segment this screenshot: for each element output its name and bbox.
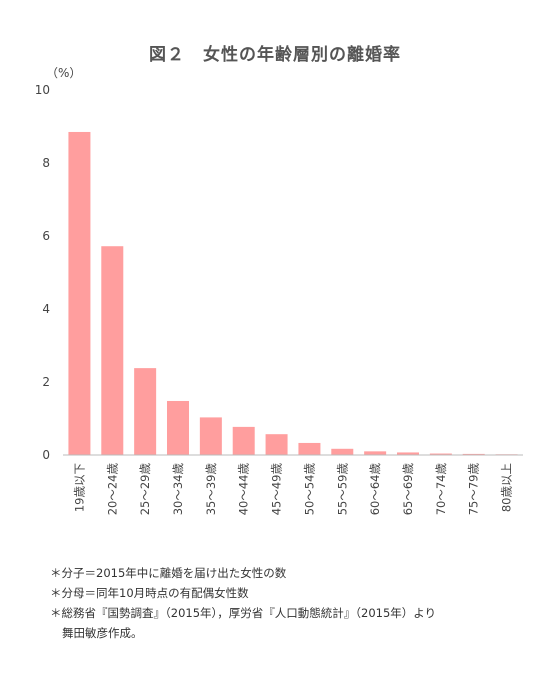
bar-2 xyxy=(134,368,157,455)
chart-title: 図２ 女性の年齢層別の離婚率 xyxy=(149,45,401,65)
x-tick-label: 60～64歳 xyxy=(368,463,382,516)
x-tick-label: 45～49歳 xyxy=(270,463,284,516)
note-numerator: ＊分子＝2015年中に離婚を届け出た女性の数 xyxy=(50,566,287,580)
bar-5 xyxy=(232,426,255,455)
x-tick-label: 55～59歳 xyxy=(335,463,349,516)
bar-6 xyxy=(265,434,288,455)
y-unit-label: （%） xyxy=(46,66,81,80)
bar-8 xyxy=(331,448,354,455)
y-tick-label: 8 xyxy=(42,156,50,170)
bar-0 xyxy=(68,131,91,455)
x-tick-label: 65～69歳 xyxy=(401,463,415,516)
bar-7 xyxy=(298,442,321,455)
bar-4 xyxy=(199,417,222,455)
bar-chart: （%） 0 2 4 6 8 10 19歳以下 20～24歳 25～29歳 30～34歳 35～39… xyxy=(35,66,523,516)
x-tick-label: 80歳以上 xyxy=(500,463,514,512)
x-tick-label: 19歳以下 xyxy=(72,463,86,512)
note-author: 舞田敏彦作成。 xyxy=(62,626,143,640)
y-tick-label: 2 xyxy=(42,375,50,389)
y-tick-label: 4 xyxy=(42,302,50,316)
note-denominator: ＊分母＝同年10月時点の有配偶女性数 xyxy=(50,586,249,600)
bar-3 xyxy=(167,400,189,455)
x-tick-label: 50～54歳 xyxy=(302,463,316,516)
bar-10 xyxy=(397,452,419,455)
chart-notes: ＊分子＝2015年中に離婚を届け出た女性の数 ＊分母＝同年10月時点の有配偶女性… xyxy=(50,563,436,643)
bar-1 xyxy=(101,246,124,455)
bar-9 xyxy=(364,451,387,455)
bar-12 xyxy=(462,453,485,455)
y-axis-ticks: 0 2 4 6 8 10 xyxy=(35,83,50,462)
x-tick-label: 25～29歳 xyxy=(138,463,152,516)
x-tick-label: 20～24歳 xyxy=(105,463,119,516)
y-tick-label: 6 xyxy=(42,229,50,243)
bars xyxy=(68,131,518,456)
y-tick-label: 10 xyxy=(35,83,50,97)
x-tick-label: 30～34歳 xyxy=(171,463,185,516)
x-axis-labels: 19歳以下 20～24歳 25～29歳 30～34歳 35～39歳 40～44歳 45～49… xyxy=(72,463,513,516)
x-tick-label: 70～74歳 xyxy=(434,463,448,516)
x-tick-label: 75～79歳 xyxy=(467,463,481,516)
y-tick-label: 0 xyxy=(42,448,50,462)
note-source: ＊総務省『国勢調査』（2015年），厚労省『人口動態統計』（2015年）より xyxy=(50,606,437,620)
x-tick-label: 40～44歳 xyxy=(237,463,251,516)
x-tick-label: 35～39歳 xyxy=(204,463,218,516)
bar-11 xyxy=(429,453,452,455)
